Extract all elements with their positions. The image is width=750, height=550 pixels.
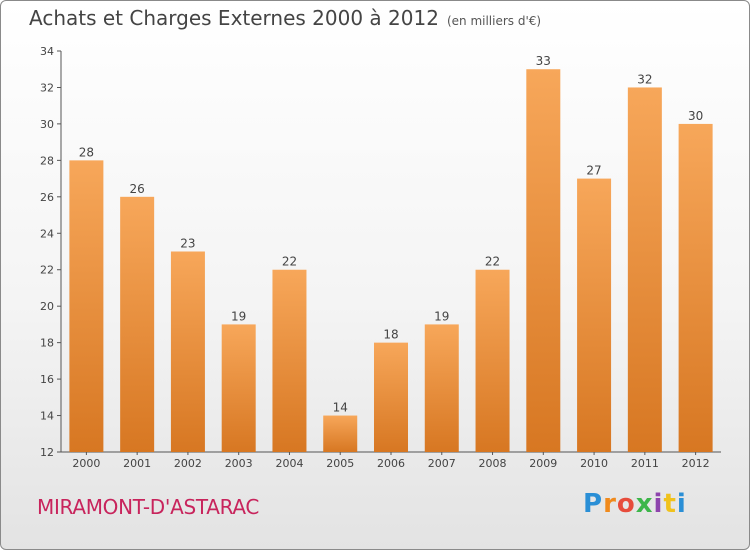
bar	[526, 69, 561, 453]
chart-unit: (en milliers d'€)	[446, 14, 542, 28]
data-label: 19	[231, 309, 246, 323]
logo-letter: r	[603, 489, 617, 519]
y-tick-label: 26	[40, 191, 54, 204]
bar	[221, 324, 256, 452]
y-tick-label: 18	[40, 337, 54, 350]
x-tick-label: 2005	[326, 457, 354, 470]
data-label: 33	[536, 54, 551, 68]
logo-letter: i	[653, 489, 664, 519]
x-tick-label: 2004	[275, 457, 303, 470]
data-label: 22	[282, 255, 297, 269]
bar	[475, 269, 510, 452]
logo-letter: o	[616, 489, 636, 519]
bar	[272, 269, 307, 452]
x-tick-label: 2011	[631, 457, 659, 470]
data-label: 14	[333, 401, 348, 415]
data-labels: 28 26 23 19 22 14 18 19 22 33 27 32 30	[79, 54, 704, 414]
y-tick-label: 14	[40, 410, 54, 423]
y-tick-label: 24	[40, 227, 54, 240]
x-tick-label: 2008	[479, 457, 507, 470]
x-tick-label: 2007	[428, 457, 456, 470]
proxiti-logo: Proxiti	[583, 489, 687, 519]
x-tick-label: 2002	[174, 457, 202, 470]
bars	[69, 69, 713, 453]
x-tick-label: 2006	[377, 457, 405, 470]
y-tick-label: 16	[40, 373, 54, 386]
bar	[374, 342, 408, 452]
logo-letter: x	[635, 489, 654, 519]
x-tick-label: 2000	[72, 457, 100, 470]
y-tick-label: 34	[40, 45, 54, 58]
data-label: 27	[586, 164, 601, 178]
commune-name: MIRAMONT-D'ASTARAC	[37, 495, 260, 519]
bar	[323, 415, 358, 452]
x-tick-label: 2003	[225, 457, 253, 470]
data-label: 23	[180, 237, 195, 251]
data-label: 22	[485, 255, 500, 269]
y-tick-label: 20	[40, 300, 54, 313]
data-label: 18	[383, 328, 398, 342]
y-tick-label: 32	[40, 81, 54, 94]
chart-title: Achats et Charges Externes 2000 à 2012 (e…	[29, 6, 541, 30]
y-tick-label: 12	[40, 446, 54, 459]
bar	[120, 196, 155, 452]
data-label: 30	[688, 109, 703, 123]
bar	[678, 123, 713, 452]
data-label: 28	[79, 145, 94, 159]
logo-letter: i	[676, 489, 687, 519]
axes: 12 14 16 18 20 22 24 26 28 30 32 34 2000 2001 2002 2003…	[40, 45, 721, 470]
chart-title-text: Achats et Charges Externes 2000 à 2012	[29, 6, 439, 30]
y-tick-label: 30	[40, 118, 54, 131]
bar	[424, 324, 459, 452]
bar	[577, 178, 612, 452]
data-label: 26	[130, 182, 145, 196]
x-tick-label: 2012	[682, 457, 710, 470]
x-tick-label: 2010	[580, 457, 608, 470]
bar	[170, 251, 205, 452]
x-tick-label: 2001	[123, 457, 151, 470]
x-tick-label: 2009	[529, 457, 557, 470]
bar	[69, 160, 104, 452]
data-label: 19	[434, 309, 449, 323]
logo-letter: P	[583, 489, 604, 519]
y-tick-label: 22	[40, 264, 54, 277]
bar	[627, 87, 662, 453]
data-label: 32	[637, 72, 652, 86]
logo-letter: t	[663, 489, 677, 519]
y-tick-label: 28	[40, 154, 54, 167]
